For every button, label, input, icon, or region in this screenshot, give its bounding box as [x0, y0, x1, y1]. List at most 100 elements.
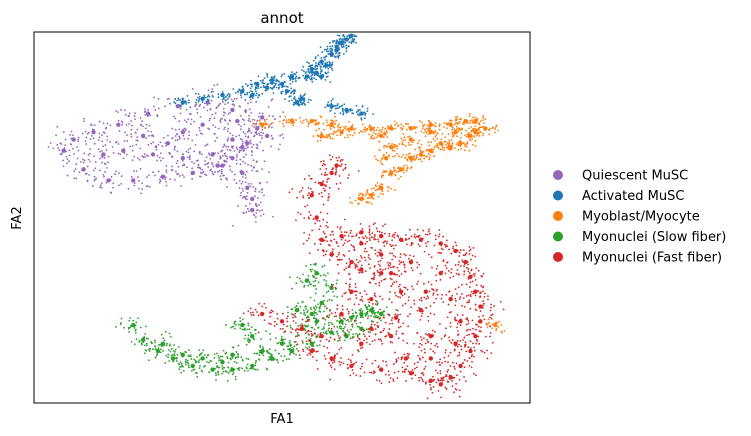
data-point-jitter [181, 364, 183, 367]
data-point-jitter [406, 365, 409, 368]
data-point-jitter [364, 247, 367, 250]
data-point-jitter [447, 122, 450, 124]
data-point-jitter [303, 102, 305, 105]
data-point-jitter [358, 269, 361, 272]
data-point-jitter [392, 244, 394, 247]
series-4 [242, 154, 505, 400]
data-point-jitter [360, 197, 363, 200]
data-point-jitter [359, 321, 362, 324]
data-point-jitter [344, 239, 347, 242]
data-point-jitter [399, 296, 402, 299]
data-point-jitter [327, 53, 330, 55]
data-point-jitter [106, 122, 109, 125]
data-point-jitter [455, 382, 458, 385]
data-point-jitter [216, 136, 219, 139]
data-point-jitter [307, 237, 310, 240]
data-point-jitter [173, 101, 176, 104]
data-point-jitter [377, 195, 380, 198]
data-point-jitter [342, 110, 344, 113]
data-point-jitter [329, 252, 332, 254]
series-3 [114, 262, 399, 382]
data-point-jitter [309, 268, 312, 271]
data-point-jitter [266, 368, 269, 371]
data-point-jitter [307, 284, 310, 287]
data-point-jitter [298, 99, 301, 102]
data-point-jitter [482, 115, 485, 117]
data-point-jitter [444, 136, 447, 139]
data-point-jitter [403, 171, 405, 174]
data-point-jitter [228, 149, 231, 151]
data-point-jitter [430, 151, 433, 154]
data-point-jitter [254, 81, 256, 84]
data-point-jitter [287, 75, 290, 78]
data-point-jitter [421, 371, 424, 374]
data-point-jitter [391, 235, 394, 238]
data-point-jitter [244, 141, 247, 144]
data-point-jitter [362, 333, 365, 336]
data-point-jitter [161, 349, 164, 352]
data-point-jitter [152, 134, 154, 137]
data-point-jitter [376, 311, 379, 314]
data-point-jitter [470, 129, 473, 132]
data-point-jitter [396, 377, 399, 379]
data-point-jitter [259, 344, 262, 347]
data-point-jitter [249, 98, 252, 101]
data-point-jitter [484, 118, 487, 121]
data-point-jitter [473, 135, 476, 138]
data-point-jitter [305, 340, 308, 343]
data-point-jitter [490, 303, 492, 306]
data-point-jitter [345, 129, 348, 131]
data-point-jitter [321, 300, 324, 303]
data-point-jitter [253, 119, 256, 121]
data-point-jitter [298, 191, 301, 193]
data-point-jitter [369, 124, 371, 127]
data-point-jitter [468, 115, 471, 118]
data-point-jitter [405, 169, 408, 172]
data-point-jitter [434, 145, 437, 147]
data-point-jitter [389, 252, 392, 255]
data-point-jitter [133, 184, 136, 187]
data-point-jitter [368, 230, 371, 232]
data-point-jitter [374, 303, 377, 306]
data-point-jitter [354, 267, 357, 269]
data-point-jitter [419, 158, 422, 160]
data-point-jitter [268, 171, 271, 174]
data-point-jitter [430, 256, 433, 259]
data-point-jitter [393, 233, 396, 236]
data-point-jitter [207, 89, 210, 92]
data-point-jitter [279, 327, 282, 330]
data-point-jitter [373, 187, 375, 190]
data-point-jitter [376, 321, 379, 324]
data-point-jitter [303, 311, 306, 314]
data-point-jitter [299, 116, 302, 119]
data-point-jitter [276, 317, 279, 320]
data-point-jitter [179, 112, 182, 115]
data-point-jitter [432, 130, 435, 133]
data-point-jitter [174, 128, 177, 131]
data-point-jitter [298, 277, 301, 280]
data-point-jitter [355, 297, 358, 300]
data-point-jitter [262, 213, 265, 216]
data-point [408, 259, 414, 265]
data-point-jitter [222, 111, 225, 114]
data-point-jitter [183, 101, 186, 104]
data-point-jitter [175, 162, 178, 165]
data-point-jitter [141, 125, 144, 128]
data-point-jitter [456, 249, 459, 252]
data-point-jitter [407, 141, 410, 144]
data-point-jitter [274, 320, 276, 323]
data-point-jitter [459, 340, 462, 342]
data-point-jitter [140, 342, 143, 345]
data-point-jitter [433, 140, 436, 142]
data-point-jitter [273, 79, 275, 82]
data-point-jitter [361, 346, 364, 349]
data-point-jitter [314, 242, 316, 245]
data-point-jitter [368, 263, 370, 266]
data-point-jitter [481, 350, 484, 353]
data-point-jitter [385, 151, 388, 154]
data-point-jitter [312, 317, 315, 319]
data-point-jitter [272, 215, 274, 218]
data-point-jitter [273, 82, 276, 85]
data-point-jitter [432, 292, 435, 295]
data-point-jitter [345, 267, 348, 270]
